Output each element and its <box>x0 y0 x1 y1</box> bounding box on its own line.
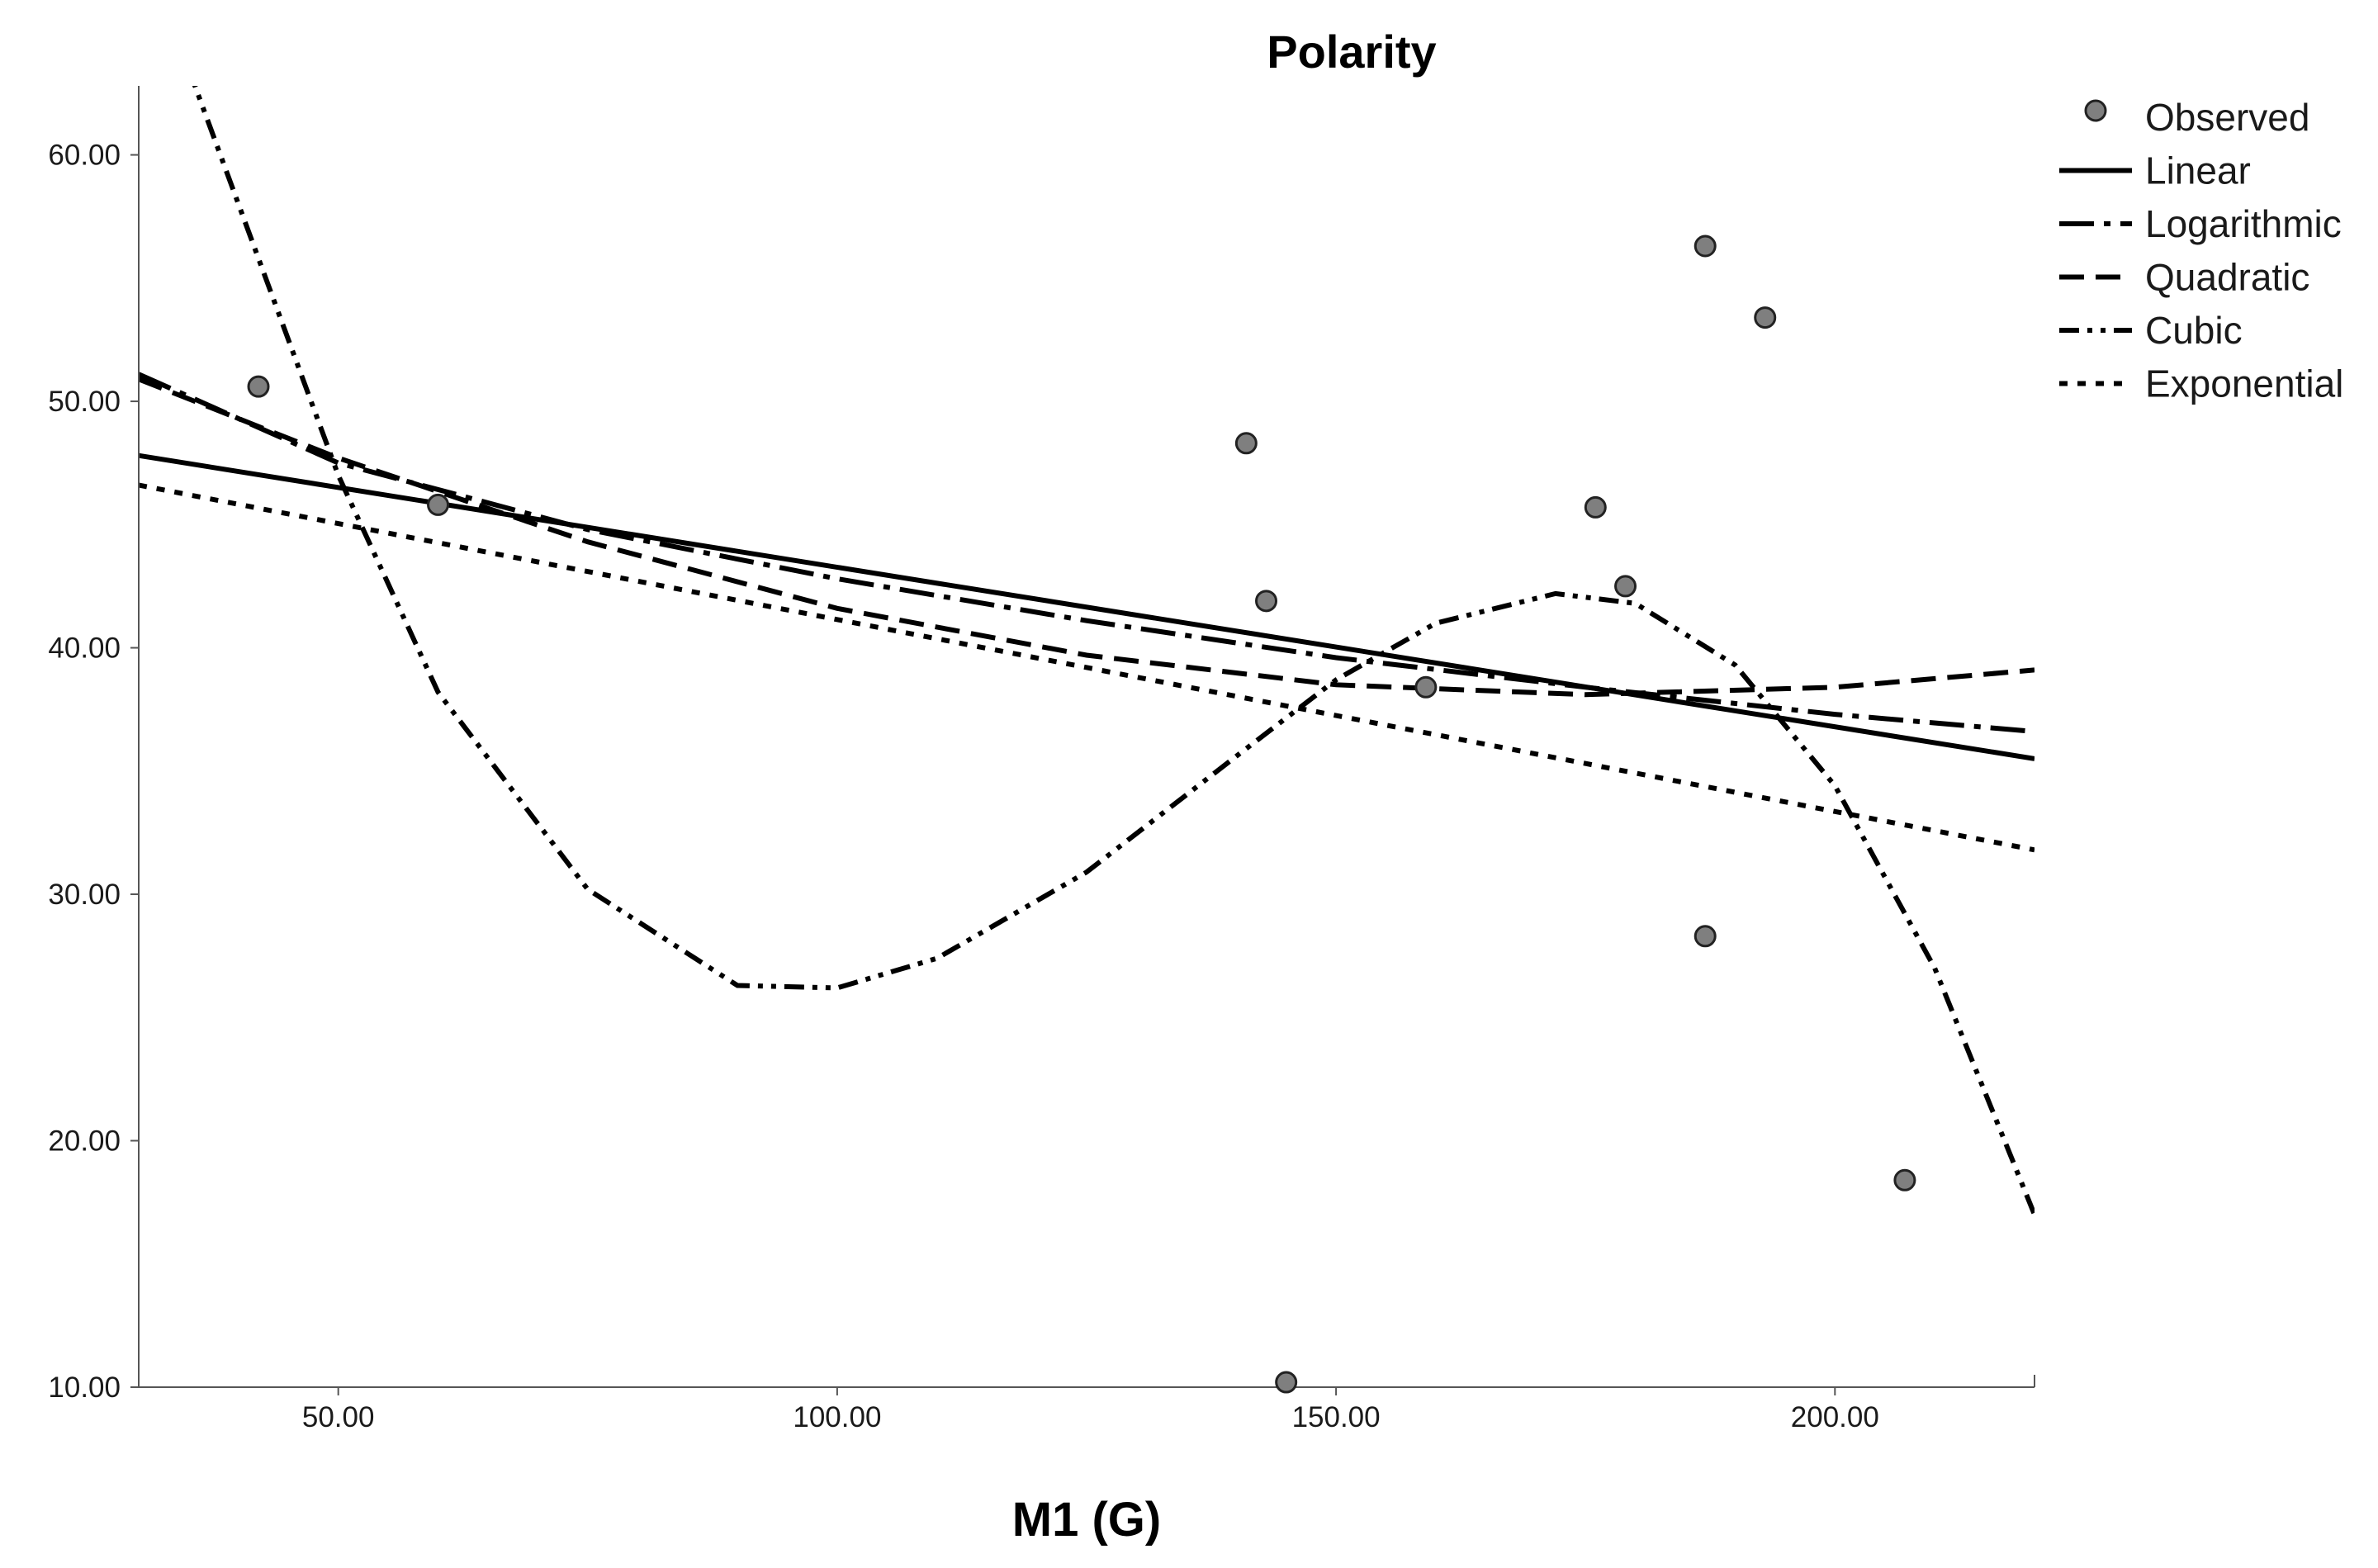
legend-label-linear: Linear <box>2145 149 2251 192</box>
observed-point <box>427 493 450 516</box>
y-tick-label: 30.00 <box>48 879 121 911</box>
fit-line-linear <box>140 452 2035 761</box>
fit-line-logarithmic <box>140 372 2035 735</box>
x-tick-label: 150.00 <box>1292 1401 1381 1433</box>
legend-label-observed: Observed <box>2145 96 2309 139</box>
x-tick-label: 50.00 <box>302 1401 375 1433</box>
fit-lines-group <box>140 86 2035 1216</box>
observed-point <box>1414 675 1438 699</box>
observed-point <box>1614 575 1637 598</box>
x-tick-label: 100.00 <box>793 1401 881 1433</box>
observed-point <box>1693 234 1717 258</box>
fit-line-quadratic <box>140 377 2035 698</box>
chart-title: Polarity <box>1267 26 1436 78</box>
y-tick-group: 10.00 20.00 30.00 40.00 50.00 60.00 <box>48 140 139 1404</box>
observed-point <box>1584 495 1607 519</box>
legend-label-exponential: Exponential <box>2145 362 2343 405</box>
fit-line-exponential <box>140 482 2035 853</box>
fit-line-cubic <box>192 86 2035 1216</box>
legend-label-cubic: Cubic <box>2145 309 2243 352</box>
y-tick-label: 60.00 <box>48 140 121 172</box>
legend-label-logarithmic: Logarithmic <box>2145 202 2342 245</box>
legend-label-quadratic: Quadratic <box>2145 256 2309 299</box>
observed-point <box>1754 306 1777 329</box>
legend-symbol-observed <box>2084 99 2107 122</box>
x-tick-group: 50.00 100.00 150.00 200.00 <box>302 1387 1879 1433</box>
observed-point <box>1234 432 1258 455</box>
observed-point <box>247 375 270 398</box>
y-tick-label: 50.00 <box>48 386 121 418</box>
y-tick-label: 40.00 <box>48 632 121 665</box>
observed-point <box>1893 1168 1916 1191</box>
observed-points-group <box>247 234 1916 1394</box>
x-tick-label: 200.00 <box>1791 1401 1879 1433</box>
y-tick-label: 20.00 <box>48 1125 121 1158</box>
observed-point <box>1693 925 1717 948</box>
x-axis-label: M1 (G) <box>1012 1493 1161 1547</box>
legend: Observed Linear Logarithmic Quadratic Cubic E… <box>2059 96 2343 405</box>
observed-point <box>1255 590 1278 613</box>
y-tick-label: 10.00 <box>48 1371 121 1404</box>
observed-point <box>1275 1371 1298 1394</box>
